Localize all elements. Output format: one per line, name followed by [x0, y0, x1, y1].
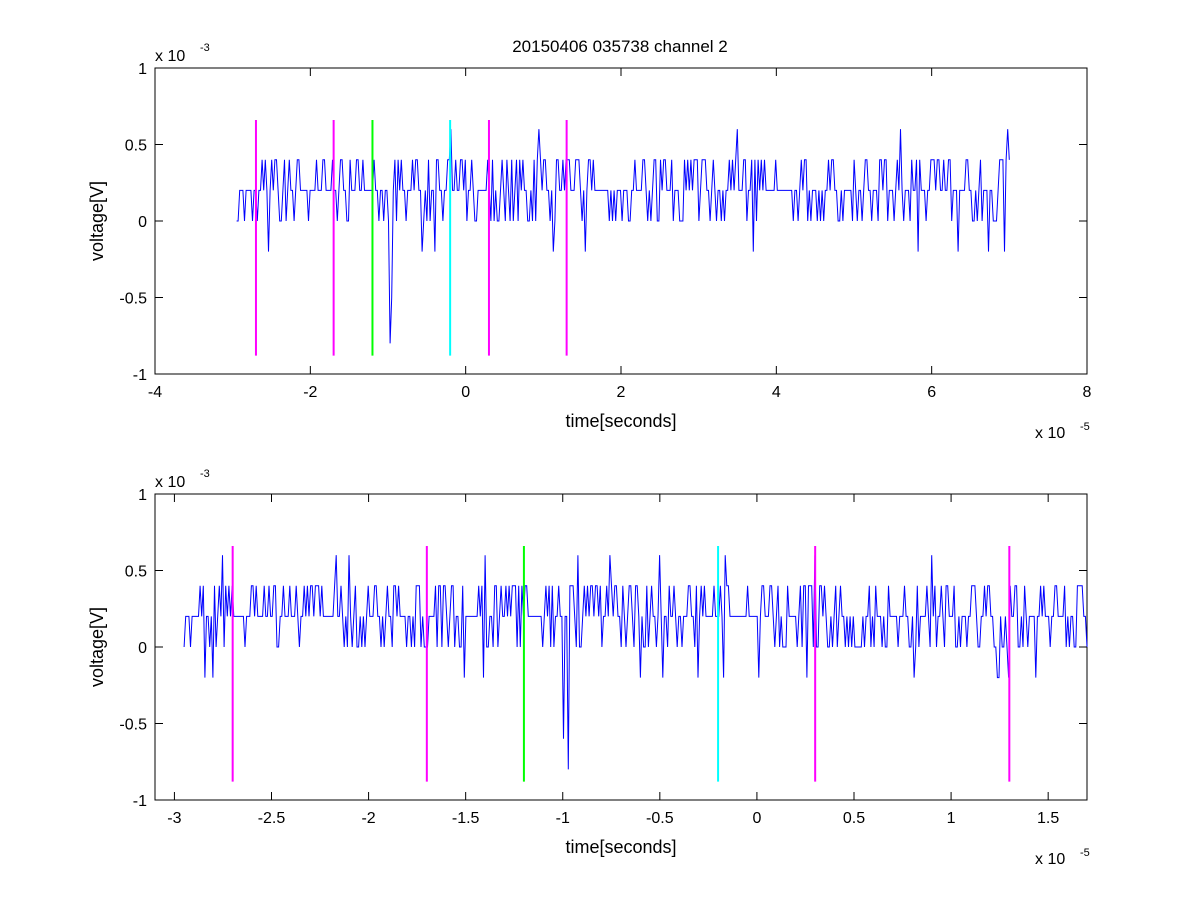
y-tick-label: 0 [138, 214, 147, 231]
axes-top: -4 -2 0 2 4 6 8 -1 -0.5 0 0.5 1 time[seconds] voltage… [87, 42, 1092, 442]
x-tick-label: 4 [772, 384, 781, 401]
signal-series-line [236, 129, 1010, 344]
y-exponent-label: x 10 [155, 474, 185, 491]
x-tick-label: 1 [947, 810, 956, 827]
x-tick-label: -4 [148, 384, 162, 401]
x-tick-label: 6 [927, 384, 936, 401]
y-exponent-label: x 10 [155, 48, 185, 65]
x-tick-label: 0 [752, 810, 761, 827]
x-tick-label: 8 [1083, 384, 1092, 401]
x-tick-label: -1 [556, 810, 570, 827]
y-tick-label: 0.5 [125, 564, 147, 581]
y-tick-label: -1 [133, 367, 147, 384]
y-axis-label: voltage[V] [87, 181, 107, 261]
axes-bottom: -3 -2.5 -2 -1.5 -1 -0.5 0 0.5 1 1.5 -1 -0.5 0 0.5 1 tim… [87, 468, 1090, 868]
x-axis-label: time[seconds] [565, 837, 676, 857]
y-exponent-power: -3 [200, 42, 210, 54]
y-tick-label: 0.5 [125, 138, 147, 155]
y-tick-label: 1 [138, 61, 147, 78]
y-tick-label: -0.5 [119, 291, 147, 308]
x-tick-label: -2.5 [258, 810, 286, 827]
y-tick-label: -0.5 [119, 717, 147, 734]
x-tick-label: -2 [303, 384, 317, 401]
y-tick-label: -1 [133, 793, 147, 810]
figure-title: 20150406 035738 channel 2 [512, 37, 728, 56]
y-axis-label: voltage[V] [87, 607, 107, 687]
x-tick-label: -2 [361, 810, 375, 827]
x-axis-label: time[seconds] [565, 411, 676, 431]
x-tick-label: -0.5 [646, 810, 674, 827]
x-tick-label: -1.5 [452, 810, 480, 827]
x-tick-label: 1.5 [1037, 810, 1059, 827]
y-exponent-power: -3 [200, 468, 210, 480]
y-tick-label: 1 [138, 487, 147, 504]
x-exponent-label: x 10 [1035, 425, 1065, 442]
y-tick-label: 0 [138, 640, 147, 657]
signal-series-line [183, 555, 1088, 770]
x-tick-label: 0.5 [843, 810, 865, 827]
x-tick-label: 2 [617, 384, 626, 401]
x-exponent-power: -5 [1080, 421, 1090, 433]
x-exponent-power: -5 [1080, 847, 1090, 859]
x-tick-label: -3 [167, 810, 181, 827]
x-exponent-label: x 10 [1035, 851, 1065, 868]
x-tick-label: 0 [461, 384, 470, 401]
